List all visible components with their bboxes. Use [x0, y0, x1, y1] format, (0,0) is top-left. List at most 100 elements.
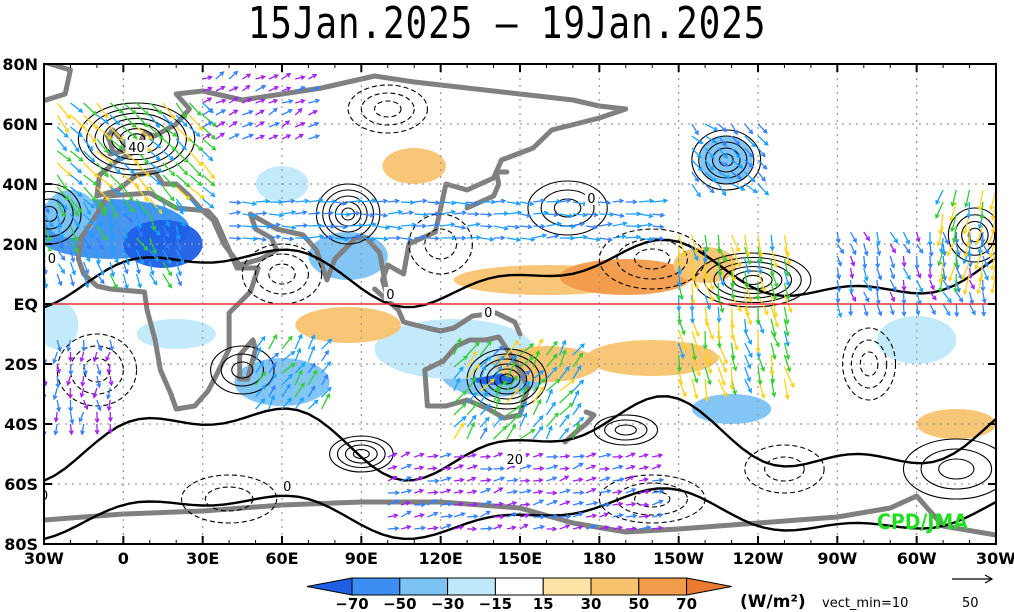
vector-head — [266, 224, 272, 230]
vector-head — [538, 477, 544, 483]
wave-vector — [348, 210, 361, 216]
vector-head — [185, 182, 191, 188]
wave-vector — [519, 412, 528, 428]
vector-head — [950, 201, 956, 208]
vector-head — [677, 319, 683, 325]
wave-vector — [68, 363, 74, 376]
vector-shaft — [162, 102, 175, 119]
vector-shaft — [348, 224, 363, 227]
vector-head — [659, 477, 665, 483]
wave-vector — [414, 234, 427, 240]
wave-vector — [427, 453, 439, 459]
vector-shaft — [638, 490, 650, 494]
vector-head — [696, 371, 701, 377]
wave-vector — [729, 366, 735, 391]
vector-shaft — [955, 279, 960, 292]
vector-shaft — [929, 291, 937, 300]
vector-shaft — [361, 237, 376, 241]
wave-vector — [546, 476, 558, 482]
vector-head — [145, 172, 151, 178]
vector-head — [836, 274, 842, 281]
vector-head — [525, 502, 531, 508]
wave-vector — [281, 225, 297, 230]
wave-vector — [493, 514, 506, 520]
vector-head — [538, 499, 545, 505]
wave-vector — [572, 421, 581, 440]
lon-label: 60E — [265, 549, 298, 568]
wave-vector — [68, 351, 74, 363]
vector-head — [751, 142, 757, 148]
vector-head — [745, 269, 751, 275]
vector-head — [236, 223, 243, 229]
vector-shaft — [44, 237, 52, 253]
vector-shaft — [744, 342, 753, 358]
vector-shaft — [308, 73, 317, 80]
wave-vector — [281, 198, 296, 204]
positive-contour — [902, 438, 996, 500]
wave-vector — [321, 386, 332, 398]
vector-head — [495, 387, 501, 393]
wave-vector — [678, 234, 687, 258]
vector-head — [755, 295, 761, 301]
wave-vector — [453, 422, 464, 440]
wave-vector — [519, 401, 527, 416]
vector-head — [631, 501, 637, 507]
vector-shaft — [96, 174, 114, 188]
vector-shaft — [625, 503, 636, 506]
vector-shaft — [704, 282, 714, 301]
vector-shaft — [691, 258, 695, 280]
vector-shaft — [585, 501, 598, 506]
wave-vector — [586, 236, 602, 242]
wave-vector — [479, 355, 492, 368]
wave-vector — [83, 114, 99, 130]
wave-vector — [334, 200, 348, 206]
vector-shaft — [533, 467, 544, 470]
vector-shaft — [242, 201, 257, 205]
wave-vector — [109, 162, 122, 175]
vector-shaft — [730, 342, 735, 360]
wave-vector — [546, 221, 563, 227]
vector-shaft — [122, 186, 134, 202]
vector-head — [578, 525, 584, 530]
vector-head — [128, 196, 134, 202]
vector-shaft — [493, 416, 503, 428]
vector-shaft — [599, 223, 612, 227]
vector-shaft — [307, 335, 315, 350]
vector-shaft — [96, 375, 101, 388]
vector-head — [863, 251, 869, 257]
vector-head — [210, 192, 216, 197]
vector-head — [730, 282, 736, 288]
wave-vector — [836, 303, 843, 318]
vector-shaft — [96, 114, 109, 124]
vector-shaft — [572, 236, 587, 239]
vector-head — [497, 416, 503, 422]
wave-vector — [757, 270, 766, 293]
vector-shaft — [400, 224, 416, 227]
vector-head — [694, 345, 700, 351]
wave-vector — [453, 377, 461, 392]
vector-shaft — [44, 213, 54, 228]
wave-vector — [68, 399, 74, 413]
wave-vector — [612, 477, 625, 483]
wave-vector — [519, 355, 535, 368]
wave-activity-vectors — [40, 70, 996, 532]
wave-vector — [744, 342, 753, 359]
vector-head — [515, 237, 522, 243]
vector-head — [432, 499, 438, 504]
vector-shaft — [56, 114, 69, 133]
wave-vector — [78, 411, 85, 423]
vector-head — [68, 370, 74, 376]
vector-head — [773, 282, 779, 289]
vector-shaft — [400, 489, 412, 494]
vector-head — [497, 365, 503, 371]
wave-vector — [348, 198, 363, 204]
vector-head — [287, 109, 293, 114]
vector-head — [91, 196, 97, 202]
vector-shaft — [691, 183, 701, 197]
vector-shaft — [122, 273, 129, 289]
vector-head — [644, 513, 651, 519]
vector-head — [371, 222, 377, 227]
vector-head — [773, 262, 778, 269]
vector-head — [40, 346, 44, 350]
wave-vector — [466, 350, 477, 368]
